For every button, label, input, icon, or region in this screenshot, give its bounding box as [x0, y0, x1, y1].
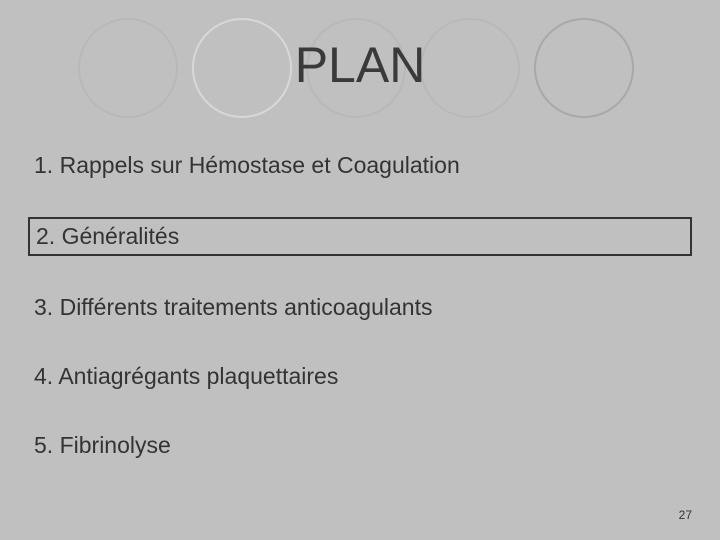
list-item-text: Fibrinolyse	[60, 432, 171, 458]
list-item-number: 1.	[34, 152, 53, 178]
list-item-text: Généralités	[62, 223, 180, 249]
list-item-highlighted: 2. Généralités	[28, 217, 692, 256]
list-item-text: Antiagrégants plaquettaires	[58, 363, 338, 389]
page-number: 27	[679, 508, 692, 522]
list-item: 4. Antiagrégants plaquettaires	[28, 359, 692, 394]
list-item: 1. Rappels sur Hémostase et Coagulation	[28, 148, 692, 183]
list-item-number: 4.	[34, 363, 53, 389]
list-item-number: 3.	[34, 294, 53, 320]
list-item-text: Différents traitements anticoagulants	[60, 294, 433, 320]
list-item: 5. Fibrinolyse	[28, 428, 692, 463]
list-item-text: Rappels sur Hémostase et Coagulation	[60, 152, 460, 178]
plan-list: 1. Rappels sur Hémostase et Coagulation …	[28, 148, 692, 497]
list-item: 3. Différents traitements anticoagulants	[28, 290, 692, 325]
page-title: PLAN	[0, 36, 720, 94]
list-item-number: 2.	[36, 223, 55, 249]
list-item-number: 5.	[34, 432, 53, 458]
